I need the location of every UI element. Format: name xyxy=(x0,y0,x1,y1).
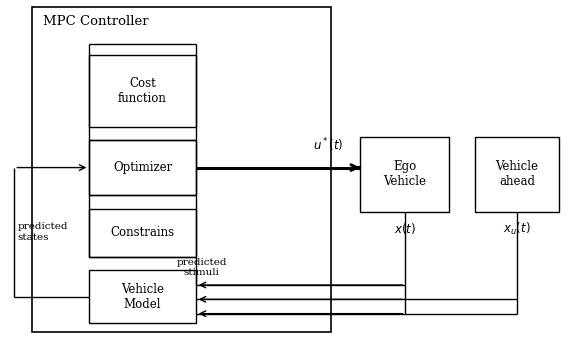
Text: MPC Controller: MPC Controller xyxy=(43,15,149,28)
Text: Vehicle
ahead: Vehicle ahead xyxy=(495,160,539,188)
Bar xyxy=(360,137,449,212)
Bar xyxy=(89,270,196,323)
Bar xyxy=(89,140,196,195)
Text: $x_u(t)$: $x_u(t)$ xyxy=(503,221,530,237)
Text: predicted
states: predicted states xyxy=(17,222,68,242)
Text: Constrains: Constrains xyxy=(111,226,175,239)
Text: Vehicle
Model: Vehicle Model xyxy=(121,283,164,311)
Text: $x(t)$: $x(t)$ xyxy=(393,221,416,236)
Text: predicted
stimuli: predicted stimuli xyxy=(176,258,227,277)
Text: $u^*(t)$: $u^*(t)$ xyxy=(313,136,343,154)
Text: Ego
Vehicle: Ego Vehicle xyxy=(383,160,426,188)
Bar xyxy=(89,209,196,256)
Text: Optimizer: Optimizer xyxy=(113,161,172,174)
Bar xyxy=(475,137,559,212)
Bar xyxy=(32,7,331,332)
Bar xyxy=(89,55,196,127)
Text: Cost
function: Cost function xyxy=(118,77,167,105)
